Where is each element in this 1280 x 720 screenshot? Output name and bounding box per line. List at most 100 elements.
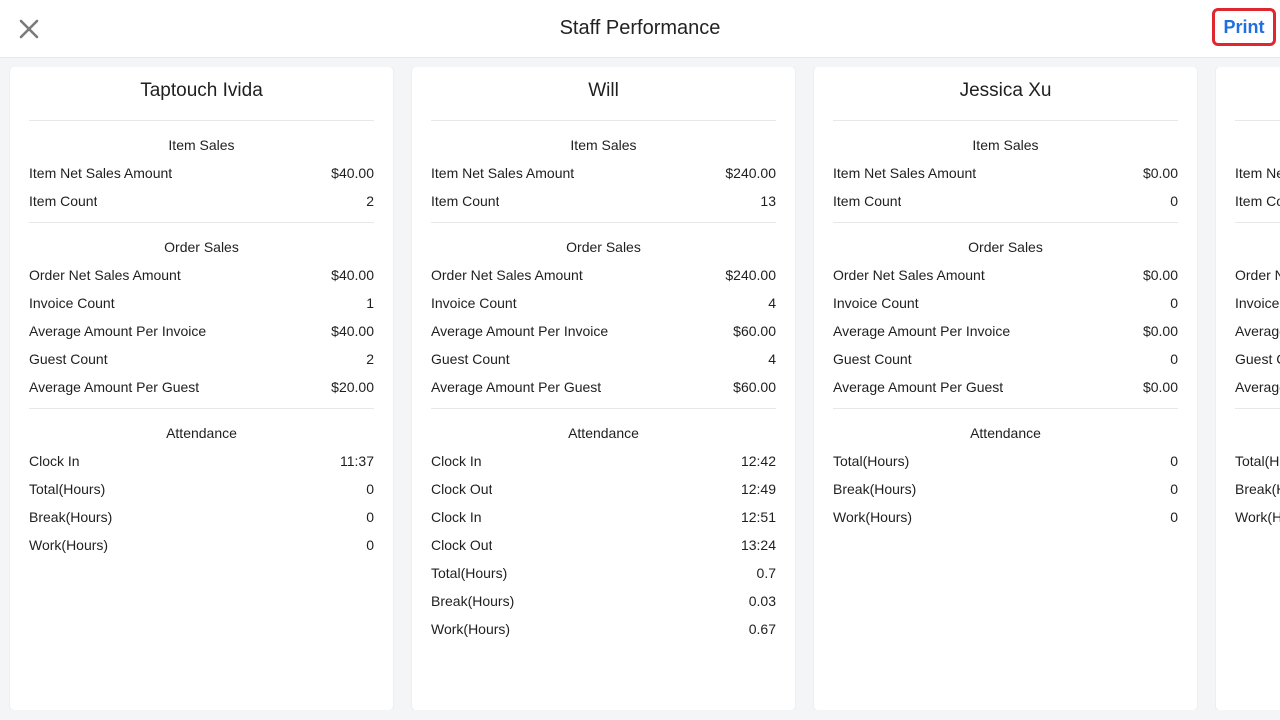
stat-value: 2 [366,351,374,367]
staff-card: Item Ne Item Co Order N Invoice Average Gues… [1216,67,1280,710]
stat-label: Item Co [1235,193,1280,209]
stat-value: $240.00 [725,267,776,283]
stat-label: Item Net Sales Amount [29,165,173,181]
stat-row: Average Amount Per Invoice $0.00 [833,321,1178,349]
stat-label: Invoice Count [431,295,517,311]
section-divider [833,120,1178,121]
stat-row: Average Amount Per Guest $60.00 [431,377,776,405]
stat-label: Item Net Sales Amount [431,165,575,181]
stat-label: Clock In [29,453,80,469]
stat-label: Clock Out [431,537,493,553]
stat-value: 0 [1170,509,1178,525]
staff-cards-container[interactable]: Taptouch Ivida Item Sales Item Net Sales A… [0,67,1280,710]
stat-row: Total(Hours) 0.7 [431,563,776,591]
close-icon [19,19,39,39]
stat-label: Guest Count [29,351,108,367]
section-divider [431,120,776,121]
stat-row: Invoice Count 1 [29,293,374,321]
stat-value: 13 [760,193,776,209]
stat-label: Order N [1235,267,1280,283]
stat-label: Item Net Sales Amount [833,165,977,181]
stat-label: Total(Hours) [833,453,910,469]
staff-card: Jessica Xu Item Sales Item Net Sales Amoun… [814,67,1197,710]
stat-value: $20.00 [331,379,374,395]
stat-row: Break(H [1235,479,1280,507]
section-title-item-sales: Item Sales [168,137,235,153]
stat-value: 11:37 [340,453,374,469]
section-title-order-sales: Order Sales [164,239,239,255]
staff-name: Jessica Xu [959,80,1052,101]
section-divider [431,222,776,223]
stat-row: Guest C [1235,349,1280,377]
stat-row: Clock Out 12:49 [431,479,776,507]
stat-value: $0.00 [1142,323,1178,339]
stat-row: Clock Out 13:24 [431,535,776,563]
stat-value: 0 [1170,295,1178,311]
stat-label: Item Count [833,193,902,209]
stat-value: $0.00 [1142,267,1178,283]
section-title-attendance: Attendance [970,425,1041,441]
stat-value: 4 [768,351,776,367]
stat-label: Break(Hours) [833,481,917,497]
stat-label: Work(Hours) [29,537,109,553]
stat-label: Clock In [431,509,482,525]
stat-value: $0.00 [1142,165,1178,181]
stat-row: Work(Hours) 0 [29,535,374,563]
stat-row: Clock In 12:42 [431,451,776,479]
stat-label: Break(H [1235,481,1280,497]
stat-row: Item Count 0 [833,191,1178,219]
stat-row: Work(Hours) 0.67 [431,619,776,647]
stat-value: $0.00 [1142,379,1178,395]
stat-label: Clock Out [431,481,493,497]
stat-value: 0 [366,537,374,553]
stat-value: $40.00 [331,323,374,339]
section-divider [1235,408,1280,409]
stat-row: Invoice [1235,293,1280,321]
stat-row: Item Count 13 [431,191,776,219]
stat-label: Order Net Sales Amount [833,267,985,283]
print-button[interactable]: Print [1212,8,1276,46]
stat-value: $60.00 [733,323,776,339]
stat-label: Average [1235,323,1280,339]
stat-row: Invoice Count 4 [431,293,776,321]
stat-value: 13:24 [740,537,776,553]
stat-row: Order Net Sales Amount $0.00 [833,265,1178,293]
staff-card-body: Item Sales Item Net Sales Amount $240.00 It… [431,120,776,647]
staff-card: Will Item Sales Item Net Sales Amount $240.… [412,67,795,710]
staff-card: Taptouch Ivida Item Sales Item Net Sales A… [10,67,393,710]
section-title-attendance [1235,409,1280,451]
staff-card-body: Item Sales Item Net Sales Amount $40.00 Ite… [29,120,374,563]
stat-value: 0.7 [756,565,776,581]
stat-label: Break(Hours) [29,509,113,525]
stat-value: 4 [768,295,776,311]
section-divider [29,120,374,121]
stat-row: Order Net Sales Amount $240.00 [431,265,776,293]
stat-row: Item Ne [1235,163,1280,191]
stat-row: Break(Hours) 0.03 [431,591,776,619]
staff-name: Taptouch Ivida [140,80,263,101]
section-title-item-sales [1235,121,1280,163]
stat-row: Total(Hours) 0 [833,451,1178,479]
stat-row: Guest Count 2 [29,349,374,377]
stat-label: Work(Hours) [431,621,511,637]
section-divider [1235,120,1280,121]
stat-value: 12:51 [740,509,776,525]
stat-row: Average [1235,321,1280,349]
stat-label: Item Count [431,193,500,209]
stat-label: Total(Hours) [431,565,508,581]
stat-value: 0 [1170,193,1178,209]
close-button[interactable] [12,12,46,46]
stat-row: Average [1235,377,1280,405]
stat-row: Item Net Sales Amount $240.00 [431,163,776,191]
stat-label: Guest C [1235,351,1280,367]
stat-row: Item Net Sales Amount $0.00 [833,163,1178,191]
stat-row: Item Co [1235,191,1280,219]
stat-label: Average Amount Per Invoice [431,323,609,339]
stat-row: Total(Ho [1235,451,1280,479]
section-title-item-sales: Item Sales [570,137,637,153]
stat-row: Average Amount Per Invoice $60.00 [431,321,776,349]
stat-row: Item Count 2 [29,191,374,219]
stat-label: Average Amount Per Invoice [833,323,1011,339]
stat-row: Average Amount Per Invoice $40.00 [29,321,374,349]
stat-value: 0 [1170,481,1178,497]
